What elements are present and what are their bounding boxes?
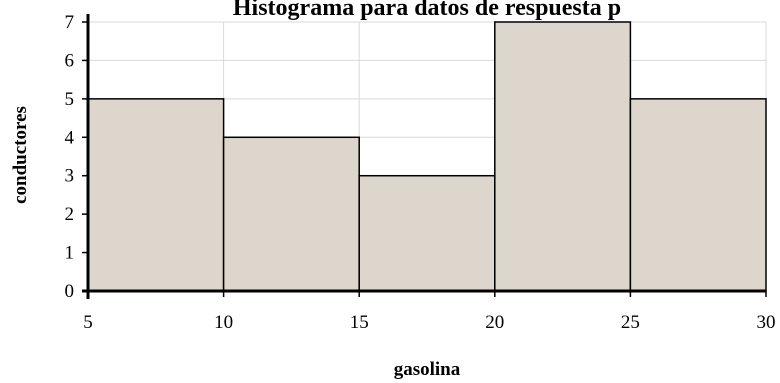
x-tick-label: 5 xyxy=(83,312,93,333)
y-tick-label: 0 xyxy=(65,281,75,302)
histogram-bar-4 xyxy=(629,98,767,292)
histogram-bar-3 xyxy=(494,21,632,292)
y-tick-label: 1 xyxy=(65,243,75,264)
y-tick-label: 6 xyxy=(65,50,75,71)
x-tick-label: 15 xyxy=(350,312,369,333)
histogram-bar-0 xyxy=(87,98,225,292)
y-tick-label: 7 xyxy=(65,12,75,33)
x-tick-label: 10 xyxy=(214,312,233,333)
x-tick-label: 30 xyxy=(757,312,776,333)
y-tick-labels: 0 1 2 3 4 5 6 7 xyxy=(65,12,75,302)
histogram-bar-1 xyxy=(222,136,360,292)
y-tick-label: 3 xyxy=(65,166,75,187)
histogram-bar-2 xyxy=(358,174,496,292)
x-tick-labels: 5 10 15 20 25 30 xyxy=(83,312,775,333)
axes xyxy=(82,14,767,299)
chart-title: Histograma para datos de respuesta p xyxy=(233,0,621,21)
x-axis-label: gasolina xyxy=(394,359,461,380)
y-tick-label: 4 xyxy=(65,127,75,148)
y-tick-label: 2 xyxy=(65,204,75,225)
x-tick-label: 25 xyxy=(621,312,640,333)
histogram-bars xyxy=(87,21,767,292)
y-tick-label: 5 xyxy=(65,89,75,110)
y-axis-label: conductores xyxy=(10,106,31,204)
x-tick-label: 20 xyxy=(485,312,504,333)
